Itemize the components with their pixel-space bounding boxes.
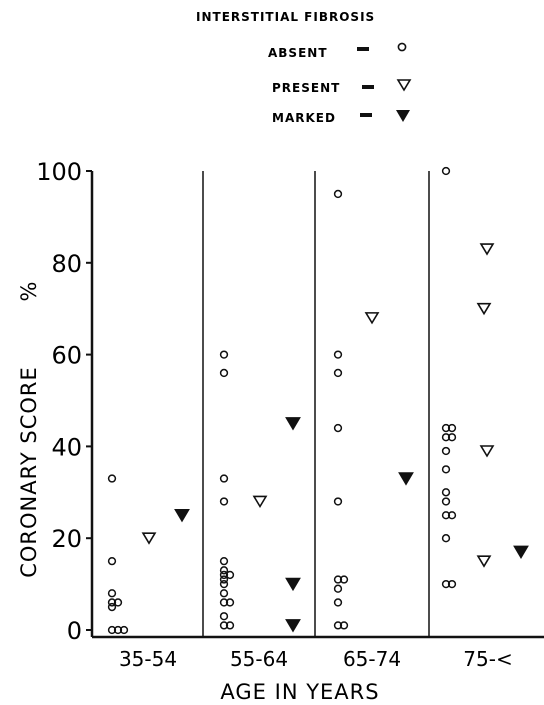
point-absent — [219, 474, 229, 483]
point-marked — [285, 619, 301, 633]
category-labels: 35-54 55-64 65-74 75-< — [119, 647, 513, 671]
point-absent — [447, 433, 457, 442]
point-absent — [333, 497, 343, 506]
point-present — [364, 312, 380, 325]
x-axis-title: AGE IN YEARS — [220, 680, 379, 704]
point-absent — [447, 423, 457, 433]
point-absent — [219, 612, 229, 621]
point-absent — [113, 625, 123, 635]
point-absent — [333, 350, 343, 359]
point-present — [476, 302, 492, 316]
point-present — [479, 243, 495, 256]
legend-dash-absent — [357, 47, 369, 51]
point-absent — [333, 189, 343, 199]
legend-symbol-present — [396, 79, 412, 92]
y-tick-label: 40 — [51, 433, 82, 461]
point-absent — [219, 598, 229, 607]
point-absent — [333, 423, 343, 433]
y-axis-unit: % — [17, 281, 41, 302]
point-absent — [219, 557, 229, 566]
legend-dash-marked — [360, 113, 372, 117]
y-ticks: 0 20 40 60 80 100 — [36, 158, 92, 645]
data-points — [107, 166, 529, 635]
point-absent — [333, 621, 343, 630]
point-absent — [441, 423, 451, 433]
point-absent — [107, 589, 117, 598]
point-absent — [441, 511, 451, 520]
point-absent — [441, 579, 451, 589]
point-absent — [225, 570, 235, 580]
category-label: 65-74 — [343, 647, 401, 671]
point-absent — [107, 602, 117, 612]
point-absent — [219, 589, 229, 598]
category-label: 75-< — [463, 647, 512, 671]
point-marked — [398, 472, 414, 486]
point-absent — [441, 433, 451, 442]
legend-symbol-absent — [397, 42, 407, 52]
point-absent — [441, 446, 451, 456]
point-absent — [219, 497, 229, 506]
point-absent — [219, 350, 229, 359]
point-absent — [333, 575, 343, 584]
point-present — [141, 532, 157, 545]
point-absent — [107, 598, 117, 607]
point-absent — [219, 368, 229, 378]
point-absent — [333, 598, 343, 607]
point-absent — [107, 625, 117, 635]
point-absent — [441, 488, 451, 497]
legend: INTERSTITIAL FIBROSIS ABSENT PRESENT MAR… — [196, 10, 412, 125]
point-absent — [225, 621, 235, 630]
y-tick-label: 20 — [51, 525, 82, 553]
point-present — [252, 495, 268, 509]
point-absent — [225, 598, 235, 607]
point-absent — [219, 575, 229, 584]
point-absent — [447, 511, 457, 520]
point-absent — [333, 584, 343, 593]
point-absent — [107, 557, 117, 566]
y-tick-label: 100 — [36, 158, 82, 186]
point-absent — [339, 575, 349, 584]
point-absent — [219, 566, 229, 575]
point-absent — [441, 497, 451, 506]
point-absent — [119, 625, 129, 635]
legend-label-present: PRESENT — [272, 81, 340, 95]
legend-dash-present — [362, 85, 374, 89]
legend-title: INTERSTITIAL FIBROSIS — [196, 10, 375, 24]
y-tick-label: 60 — [51, 342, 82, 370]
point-absent — [447, 579, 457, 589]
point-present — [476, 555, 492, 568]
point-absent — [441, 534, 451, 543]
y-tick-label: 80 — [51, 250, 82, 278]
point-absent — [441, 166, 451, 176]
legend-label-absent: ABSENT — [268, 46, 328, 60]
category-label: 55-64 — [230, 647, 288, 671]
point-present — [479, 445, 495, 458]
y-axis-title: CORONARY SCORE — [17, 366, 41, 578]
point-absent — [219, 579, 229, 589]
y-tick-label: 0 — [67, 617, 82, 645]
legend-symbol-marked — [396, 110, 410, 122]
point-absent — [113, 598, 123, 607]
point-marked — [174, 508, 190, 523]
point-absent — [219, 621, 229, 630]
legend-label-marked: MARKED — [272, 111, 336, 125]
point-absent — [219, 570, 229, 580]
category-label: 35-54 — [119, 647, 177, 671]
point-marked — [285, 577, 301, 592]
point-absent — [333, 368, 343, 378]
point-marked — [513, 545, 529, 560]
point-absent — [441, 465, 451, 474]
point-absent — [107, 474, 117, 483]
point-absent — [339, 621, 349, 630]
point-marked — [285, 417, 301, 431]
